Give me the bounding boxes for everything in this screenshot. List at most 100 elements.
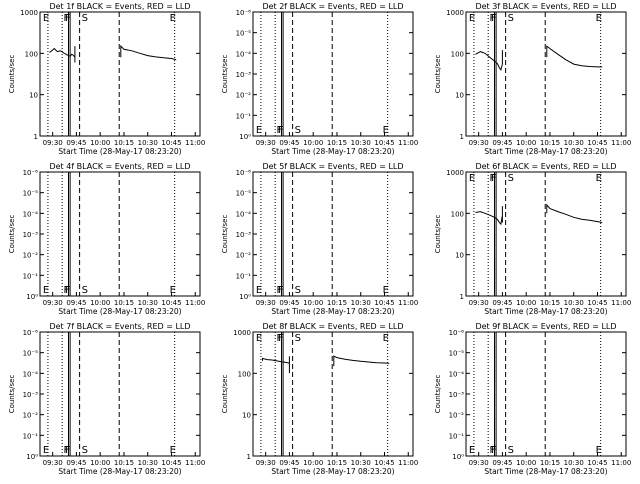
- y-tick-label: 10⁻⁶: [23, 169, 39, 177]
- x-tick-label: 09:30: [256, 139, 276, 147]
- y-axis-label: Counts/sec: [221, 375, 229, 414]
- marker-label-e: E: [170, 445, 176, 456]
- x-tick-label: 11:00: [398, 139, 418, 147]
- y-axis-label: Counts/sec: [434, 55, 442, 94]
- y-tick-label: 10⁻²: [23, 412, 39, 420]
- x-tick-label: 09:45: [66, 139, 86, 147]
- detector-panel-4: Det 4f BLACK = Events, RED = LLD E E F F S 10⁰…: [0, 160, 213, 320]
- x-tick-label: 10:15: [114, 139, 134, 147]
- y-tick-label: 10⁰: [26, 293, 38, 301]
- marker-label-f: F: [65, 445, 71, 456]
- y-tick-label: 10⁻²: [449, 412, 465, 420]
- marker-label-s: S: [82, 13, 88, 24]
- x-tick-label: 10:30: [138, 139, 158, 147]
- x-tick-label: 10:00: [303, 299, 323, 307]
- plot-frame: [465, 11, 627, 137]
- x-axis-label: Start Time (28-May-17 08:23:20): [484, 467, 607, 476]
- marker-label-e: E: [469, 445, 475, 456]
- marker-label-s: S: [82, 285, 88, 296]
- plot-frame: [465, 171, 627, 297]
- chart-title: Det 3f BLACK = Events, RED = LLD: [475, 2, 616, 11]
- events-series-line: [546, 203, 603, 223]
- marker-label-f: F: [491, 173, 497, 184]
- y-tick-label: 10⁻⁵: [23, 350, 39, 358]
- marker-label-f: F: [64, 285, 70, 296]
- x-tick-label: 11:00: [398, 459, 418, 467]
- x-tick-label: 10:00: [90, 139, 110, 147]
- y-tick-label: 10⁻⁴: [236, 210, 252, 218]
- chart-title: Det 6f BLACK = Events, RED = LLD: [475, 162, 616, 171]
- x-tick-label: 09:30: [469, 299, 489, 307]
- y-tick-label: 10⁻⁴: [236, 50, 252, 58]
- y-tick-label: 100: [451, 210, 464, 218]
- marker-label-e: E: [469, 173, 475, 184]
- y-tick-label: 1000: [20, 9, 38, 17]
- y-axis-label: Counts/sec: [221, 55, 229, 94]
- x-tick-label: 10:00: [90, 299, 110, 307]
- y-tick-label: 1: [460, 293, 464, 301]
- marker-label-f: F: [490, 445, 496, 456]
- y-tick-label: 10⁻¹: [23, 432, 39, 440]
- marker-label-e: E: [383, 333, 389, 344]
- y-tick-label: 10⁻⁶: [449, 329, 465, 337]
- y-tick-label: 10⁻⁴: [449, 370, 465, 378]
- x-tick-label: 10:30: [351, 139, 371, 147]
- x-tick-label: 11:00: [398, 299, 418, 307]
- marker-label-s: S: [508, 445, 514, 456]
- x-tick-label: 10:00: [90, 459, 110, 467]
- y-tick-label: 10⁻¹: [236, 112, 252, 120]
- marker-label-f: F: [64, 445, 70, 456]
- y-tick-label: 1: [460, 133, 464, 141]
- y-tick-label: 10⁻⁴: [23, 370, 39, 378]
- plot-frame: [39, 331, 201, 457]
- chart-title: Det 4f BLACK = Events, RED = LLD: [49, 162, 190, 171]
- x-tick-label: 10:15: [114, 459, 134, 467]
- x-tick-label: 09:30: [43, 459, 63, 467]
- x-tick-label: 11:00: [185, 299, 205, 307]
- y-tick-label: 10⁻⁵: [449, 350, 465, 358]
- marker-label-f: F: [491, 13, 497, 24]
- x-tick-label: 09:30: [43, 139, 63, 147]
- y-tick-label: 10⁻²: [236, 92, 252, 100]
- x-tick-label: 10:30: [564, 299, 584, 307]
- x-tick-label: 10:30: [138, 459, 158, 467]
- y-tick-label: 10⁻⁴: [23, 210, 39, 218]
- x-tick-label: 10:15: [327, 299, 347, 307]
- y-tick-label: 10: [455, 252, 464, 260]
- y-tick-label: 10⁻⁶: [236, 169, 252, 177]
- x-axis-label: Start Time (28-May-17 08:23:20): [271, 147, 394, 156]
- x-tick-label: 10:45: [161, 139, 181, 147]
- marker-label-e: E: [383, 125, 389, 136]
- x-tick-label: 09:45: [279, 299, 299, 307]
- plot-frame: [252, 171, 414, 297]
- y-tick-label: 10⁻²: [23, 252, 39, 260]
- detector-panel-7: Det 7f BLACK = Events, RED = LLD E E F F S 10⁰…: [0, 320, 213, 480]
- x-tick-label: 10:15: [327, 139, 347, 147]
- y-tick-label: 10⁻⁵: [236, 190, 252, 198]
- y-tick-label: 10⁻⁵: [236, 30, 252, 38]
- x-tick-label: 10:00: [303, 459, 323, 467]
- x-tick-label: 10:30: [564, 139, 584, 147]
- marker-label-f: F: [65, 13, 71, 24]
- events-series-line: [546, 45, 603, 68]
- x-tick-label: 10:45: [161, 459, 181, 467]
- y-tick-label: 10⁻¹: [236, 272, 252, 280]
- y-tick-label: 10⁻⁵: [23, 190, 39, 198]
- chart-title: Det 2f BLACK = Events, RED = LLD: [262, 2, 403, 11]
- events-series-line: [120, 44, 177, 61]
- events-series-line: [49, 46, 76, 63]
- x-tick-label: 10:45: [374, 459, 394, 467]
- y-tick-label: 10⁻³: [23, 391, 39, 399]
- x-tick-label: 09:30: [256, 459, 276, 467]
- y-tick-label: 1: [34, 133, 38, 141]
- x-tick-label: 10:00: [516, 139, 536, 147]
- x-tick-label: 10:15: [114, 299, 134, 307]
- x-axis-label: Start Time (28-May-17 08:23:20): [58, 307, 181, 316]
- y-tick-label: 100: [25, 50, 38, 58]
- x-tick-label: 11:00: [185, 139, 205, 147]
